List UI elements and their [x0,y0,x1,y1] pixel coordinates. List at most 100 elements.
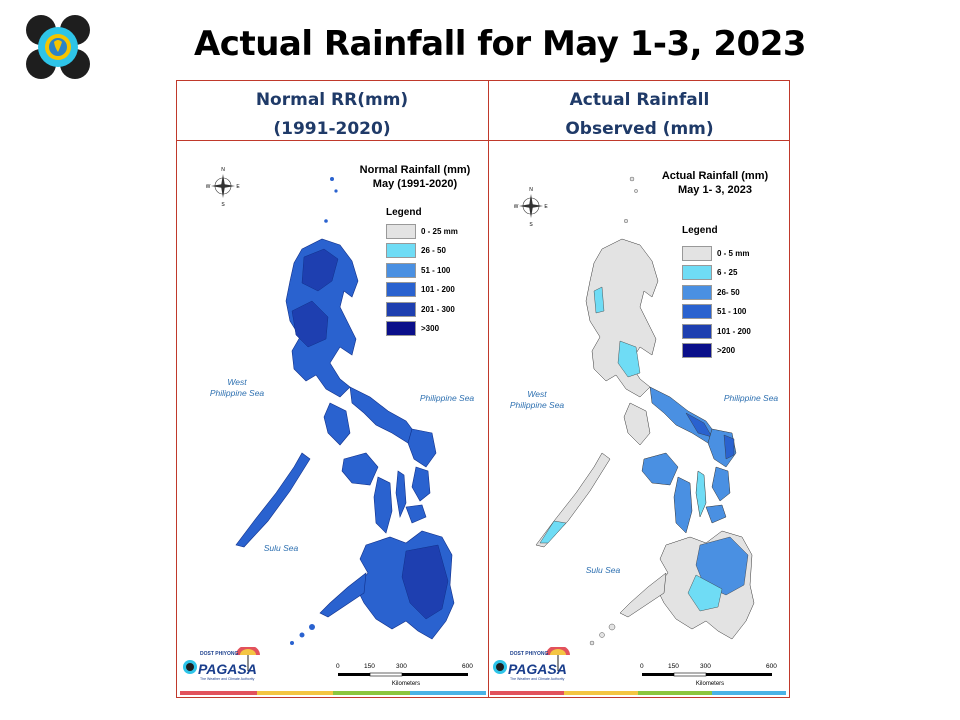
normal-rr-header-line1: Normal RR(mm) [255,90,409,110]
normal-legend-title: Legend [386,207,422,218]
samar-east-dark [723,434,735,460]
actual-legend-label: 6 - 25 [717,268,738,277]
bicol-region [349,386,419,444]
actual-legend-label: >200 [717,346,736,355]
normal-legend-label: >300 [421,324,440,333]
pagasa-name: PAGASA [198,661,257,677]
actual-rainfall-header-line2: Observed (mm) [565,119,714,139]
compass-rose-icon: N S W E [514,187,548,227]
compass-w-label: W [514,204,519,210]
pagasa-top-label: DOST PHIYONG [510,651,549,657]
actual-legend-item: >200 [682,343,735,359]
normal-rr-header: Normal RR(mm) (1991-2020) [176,86,488,144]
normal-legend-item: 51 - 100 [386,262,450,278]
mindanao-east-dark [401,544,449,620]
scale-tick-600: 600 [766,663,777,670]
pagasa-tagline: The Weather and Climate Authority [510,677,565,681]
scale-bar-graphic [338,672,468,677]
normal-legend-label: 0 - 25 mm [421,226,458,236]
compass-rose-icon: N S W E [206,167,240,207]
pagasa-logo: DOST PHIYONG PAGASA The Weather and Clim… [492,647,570,687]
actual-legend-label: 51 - 100 [717,307,747,316]
scale-bar-graphic [642,672,772,677]
normal-legend-item: 101 - 200 [386,282,455,298]
leyte-island [711,466,731,502]
dost-pagasa-logo [26,15,90,79]
normal-legend-swatch [386,243,416,258]
palawan-island [235,452,311,548]
actual-legend-swatch [682,265,712,280]
actual-rainfall-map [535,176,755,646]
bohol-island [705,504,727,524]
palawan-south-wet [539,520,567,544]
actual-legend-swatch [682,304,712,319]
west-sea-label-line1: West [227,377,247,387]
actual-legend-item: 26- 50 [682,284,740,300]
actual-legend-label: 26- 50 [717,287,740,297]
strip-blue [409,691,486,695]
scale-tick-150: 150 [668,663,679,670]
actual-map-title-line2: May 1- 3, 2023 [678,184,752,196]
left-color-strip [180,691,486,695]
compass-w-label: W [206,184,211,190]
actual-rainfall-map-panel: N S W E Actual Rainfall (mm) May 1- 3, 2… [490,141,796,694]
normal-legend-swatch [386,321,416,336]
scale-tick-0: 0 [640,663,644,670]
pagasa-top-label: DOST PHIYONG [200,651,239,657]
pagasa-tagline: The Weather and Climate Authority [200,677,255,681]
philippine-sea-label: Philippine Sea [419,393,475,403]
normal-legend-swatch [386,282,416,297]
scale-bar: 0 150 300 600 Kilometers [336,663,476,687]
compass-e-label: E [544,204,548,210]
normal-rainfall-map [235,177,455,645]
luzon-north-dark [301,248,339,292]
normal-legend-label: 26 - 50 [421,246,446,255]
normal-map-title: Normal Rainfall (mm) May (1991-2020) [350,163,480,191]
normal-legend-swatch [386,223,416,239]
scale-bar: 0 150 300 600 Kilometers [640,663,780,687]
normal-legend-swatch [386,262,416,278]
slide-title: Actual Rainfall for May 1-3, 2023 [193,24,807,64]
sulu-sea-label: Sulu Sea [263,543,299,553]
actual-legend-label: 101 - 200 [717,326,751,336]
negros-island [373,476,393,534]
actual-legend-item: 6 - 25 [682,265,737,281]
negros-island [673,476,693,534]
strip-red [180,691,257,695]
mindoro-island [623,402,651,446]
scale-tick-0: 0 [336,663,340,670]
scale-tick-150: 150 [364,663,375,670]
sulu-sea-label: Sulu Sea [585,565,621,575]
normal-rr-header-line2: (1991-2020) [273,119,391,139]
normal-legend-label: 201 - 300 [421,304,455,314]
luzon-region [585,238,659,398]
normal-legend-item: 201 - 300 [386,301,455,317]
strip-green [638,691,712,695]
right-color-strip [490,691,786,695]
compass-s-label: S [221,202,225,207]
cebu-island [395,470,407,519]
actual-legend-item: 0 - 5 mm [682,245,749,261]
actual-legend-swatch [682,245,712,261]
zamboanga-peninsula [619,572,667,618]
normal-legend-label: 51 - 100 [421,265,451,275]
panay-island [341,452,379,486]
actual-legend-swatch [682,323,712,339]
normal-legend-item: >300 [386,321,439,337]
strip-red [490,691,564,695]
actual-legend-title: Legend [682,225,718,236]
luzon-west-wet [593,286,605,314]
west-sea-label-line1: West [527,389,547,399]
compass-n-label: N [221,167,225,173]
strip-yellow [564,691,638,695]
strip-blue [712,691,786,695]
mindoro-island [323,402,351,446]
panay-island [641,452,679,486]
actual-rainfall-header: Actual Rainfall Observed (mm) [489,86,790,144]
scale-tick-600: 600 [462,663,473,670]
scale-bar-unit: Kilometers [391,681,421,687]
normal-legend-swatch [386,301,416,317]
actual-legend-swatch [682,343,712,358]
actual-legend-item: 51 - 100 [682,304,746,320]
west-sea-label-line2: Philippine Sea [509,400,565,410]
